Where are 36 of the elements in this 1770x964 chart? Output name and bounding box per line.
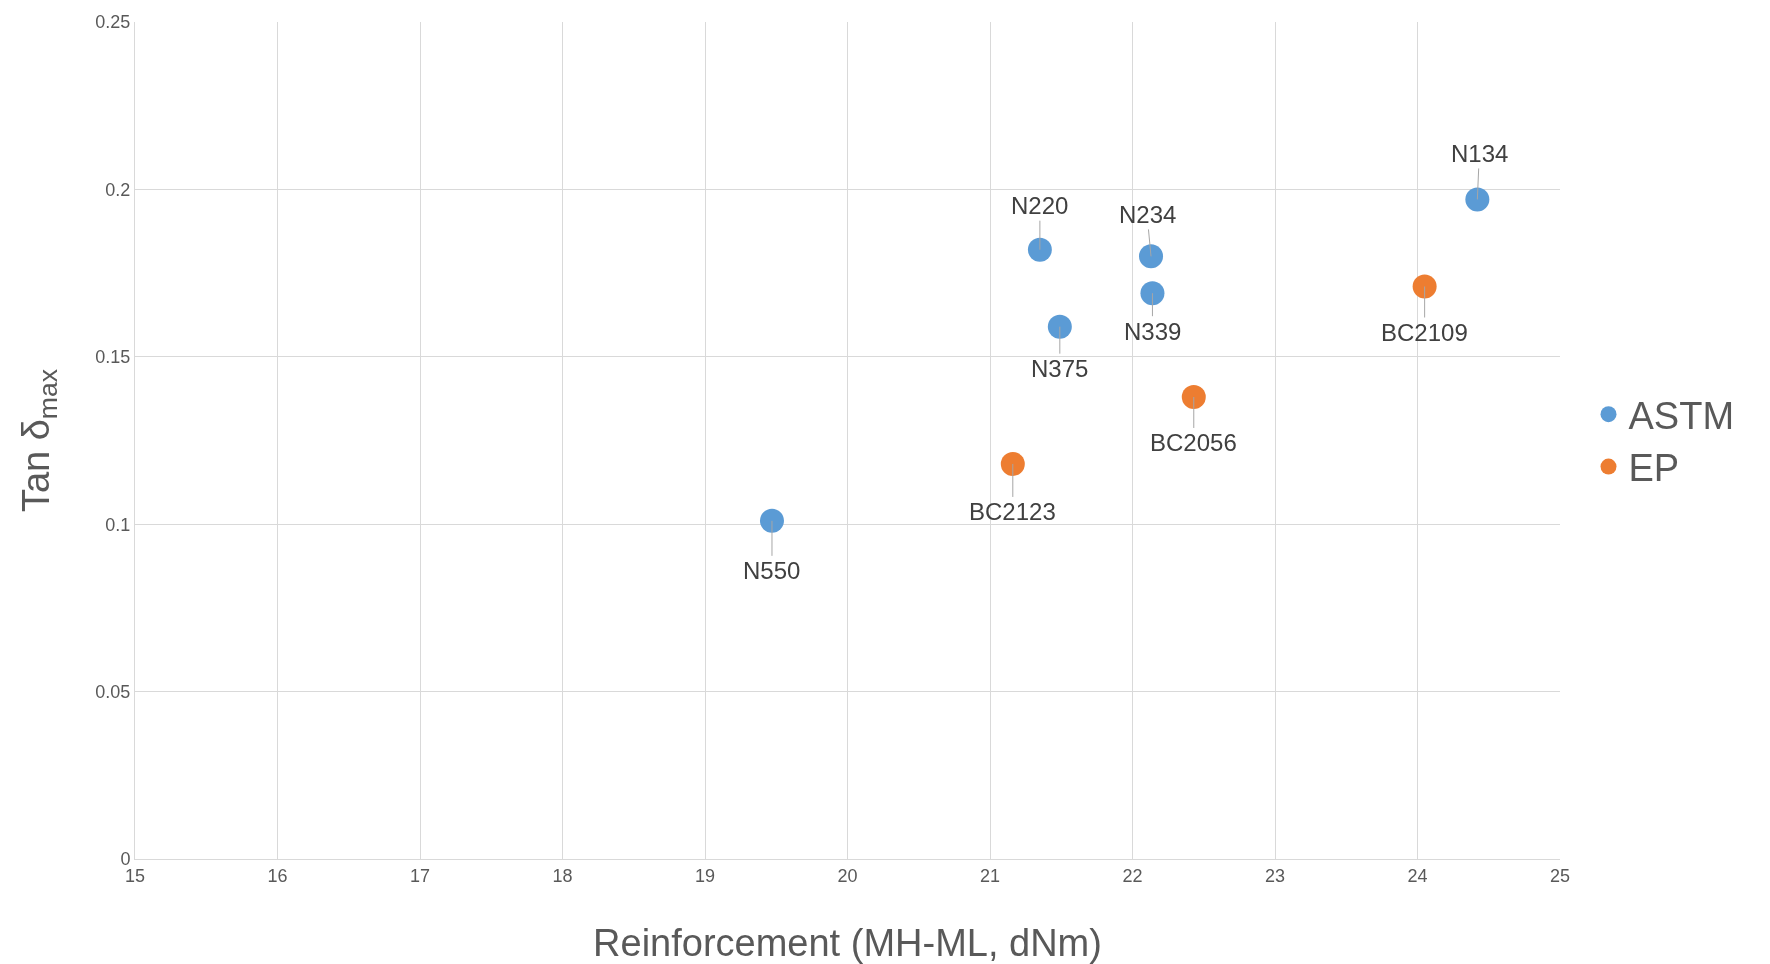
annotation: BC2109 [1381,319,1468,346]
annotation: N339 [1124,318,1182,345]
x-tick-label: 20 [837,865,858,886]
annotation: N134 [1451,140,1509,167]
x-tick-label: 16 [267,865,288,886]
legend-label: EP [1628,447,1680,490]
x-tick-label: 19 [694,865,716,886]
annotation: N550 [743,557,801,584]
x-tick-label: 22 [1122,865,1143,886]
point [1047,314,1072,339]
x-tick-label: 21 [979,865,1001,886]
x-axis-title: Reinforcement (MH-ML, dNm) [593,922,1102,964]
legend-label: ASTM [1628,395,1735,438]
annotation: BC2056 [1150,429,1237,456]
point [1465,187,1490,212]
point [1000,451,1025,476]
point [1027,237,1052,262]
point [1181,384,1206,409]
point [1140,281,1165,306]
annotation: N234 [1119,201,1177,228]
y-tick-label: 0.25 [95,12,131,33]
annotation: N375 [1031,355,1089,382]
point [1139,244,1164,269]
x-tick-label: 17 [409,865,431,886]
y-tick-label: 0.05 [95,681,131,702]
point [759,508,784,533]
x-tick-label: 23 [1264,865,1286,886]
y-tick-label: 0.1 [105,514,131,535]
y-tick-label: 0.2 [105,179,131,200]
x-tick-label: 25 [1549,865,1571,886]
annotation: N220 [1011,192,1069,219]
annotation: BC2123 [969,498,1056,525]
x-tick-label: 24 [1407,865,1428,886]
point [1412,274,1437,299]
x-tick-label: 18 [552,865,573,886]
y-tick-label: 0.15 [95,347,131,368]
